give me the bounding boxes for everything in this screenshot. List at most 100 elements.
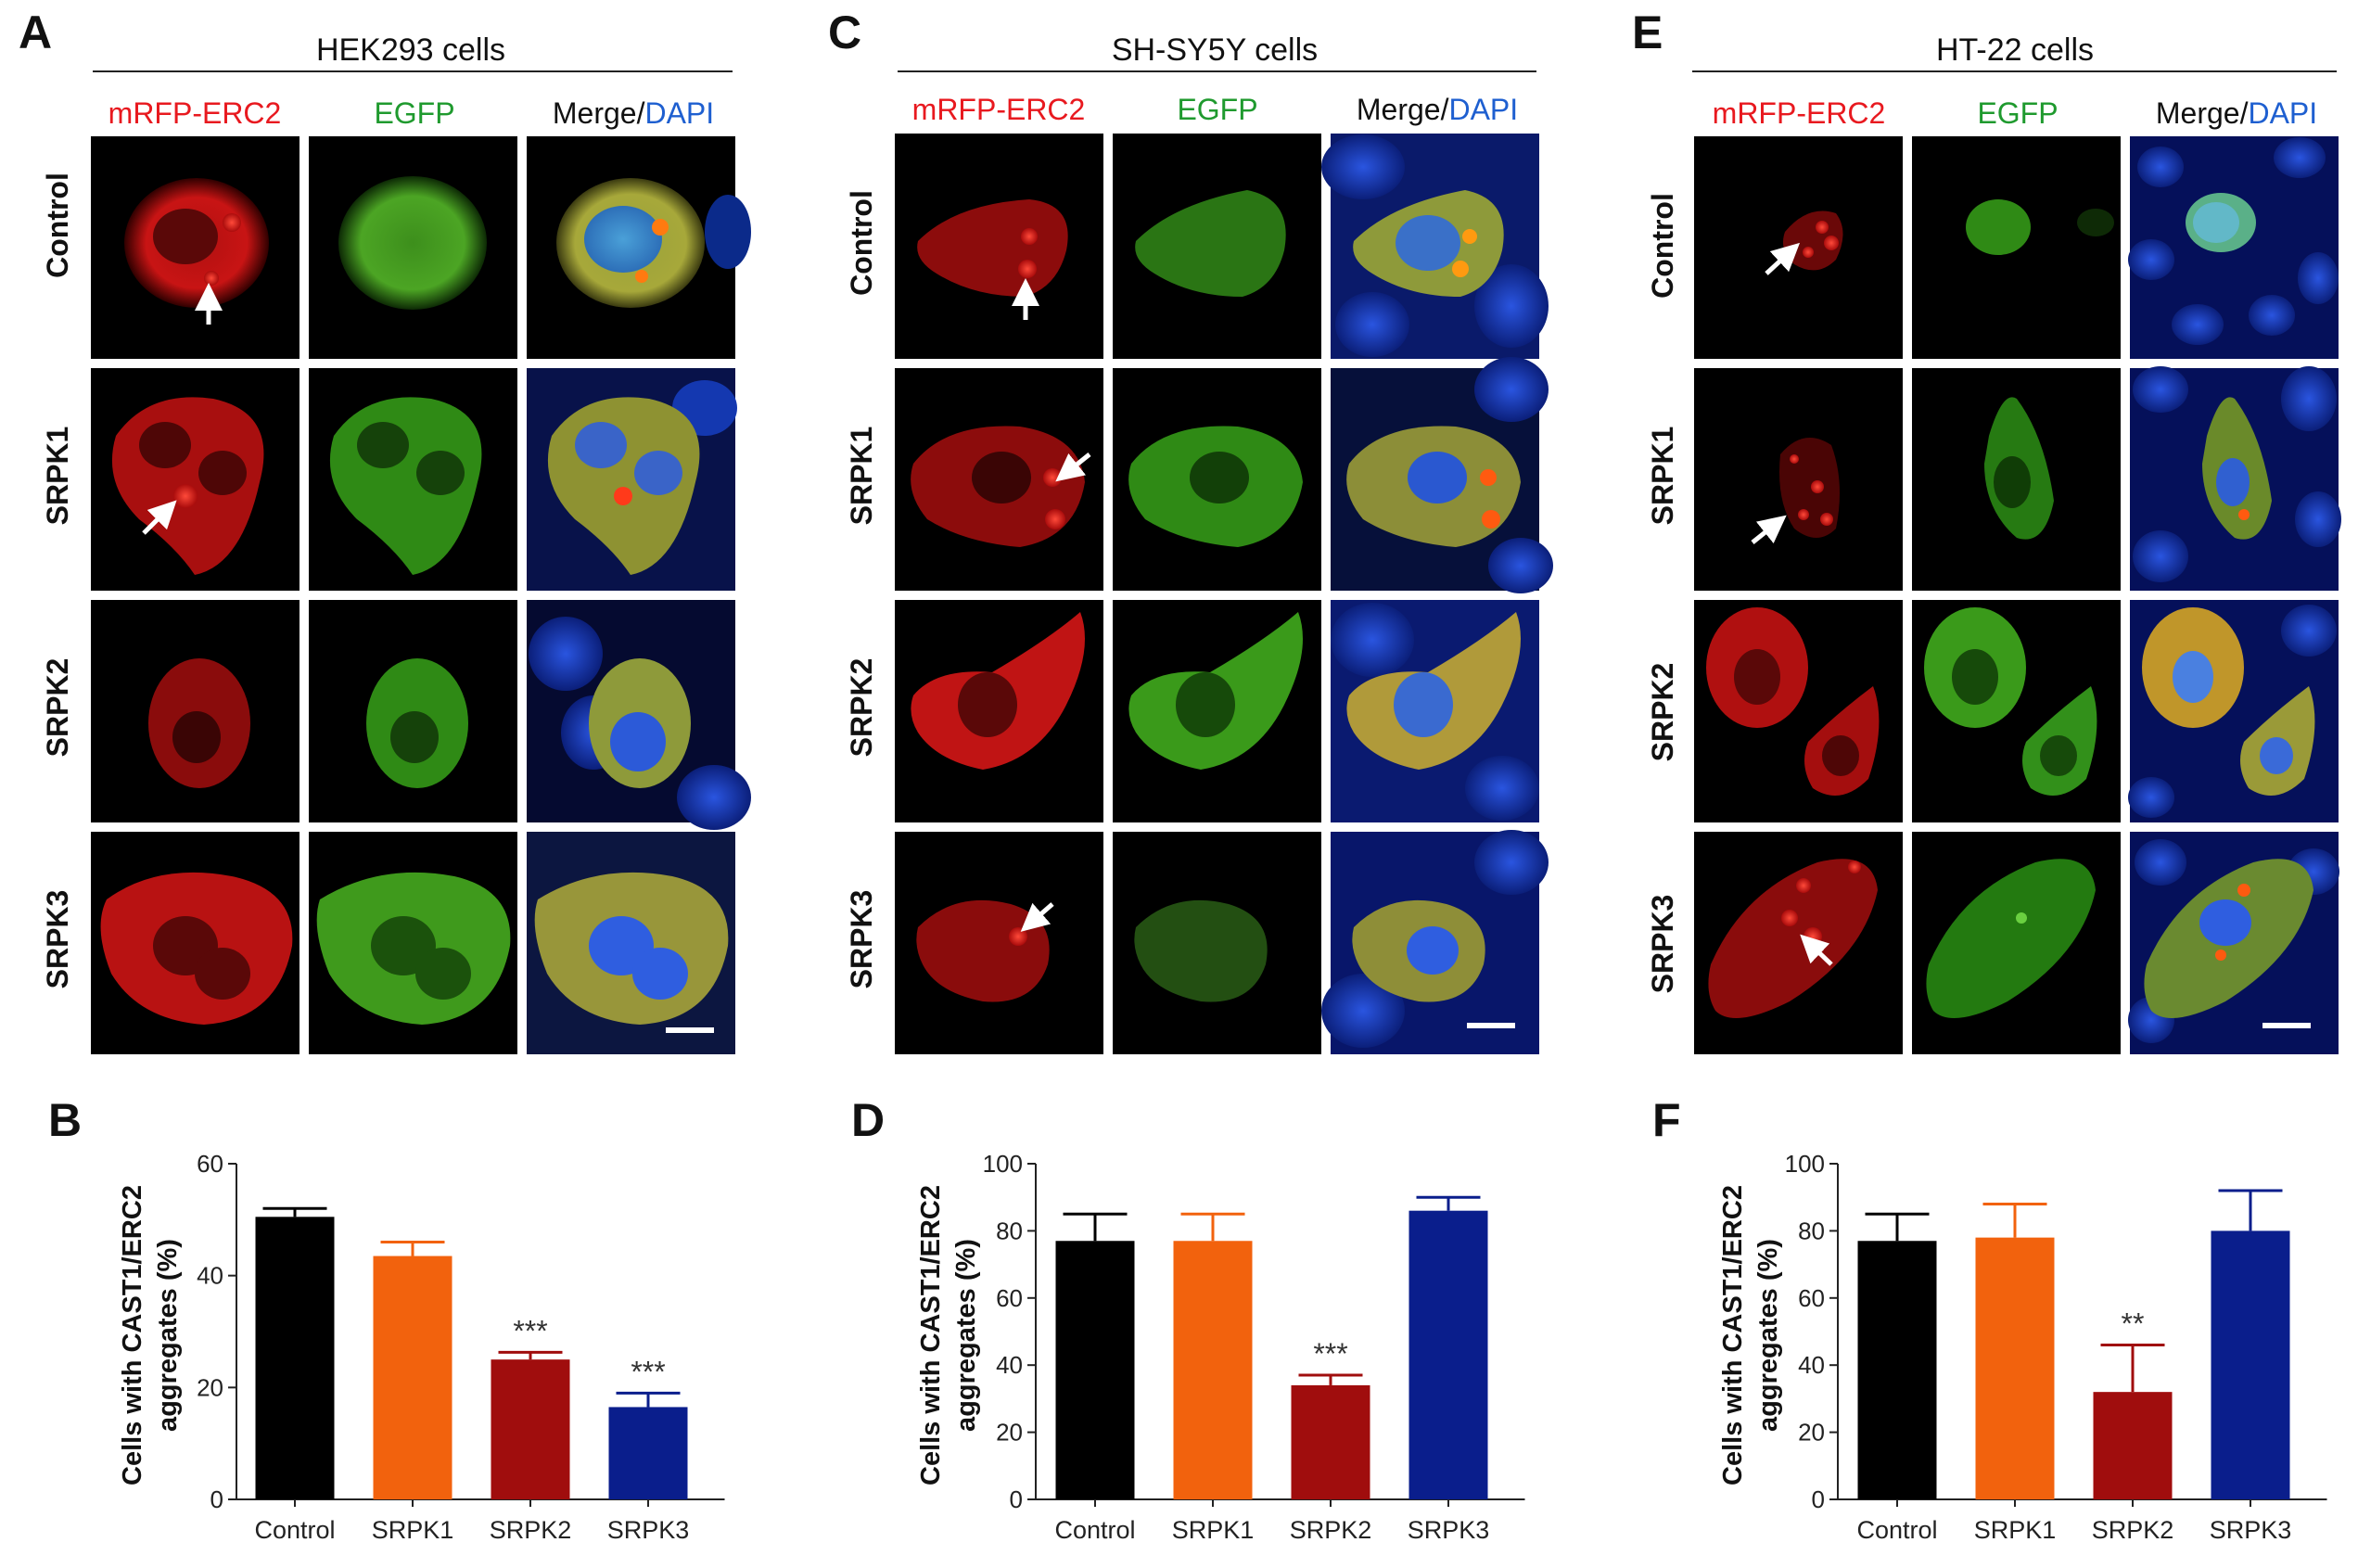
row-label-c-srpk2: SRPK2 <box>845 658 878 758</box>
y-tick-label-f: 0 <box>1812 1485 1825 1513</box>
micrograph-e-srpk3-red <box>1694 832 1903 1054</box>
micrograph-a-srpk3-red <box>91 832 300 1054</box>
y-tick-label-d: 80 <box>996 1217 1023 1244</box>
y-tick-label-f: 80 <box>1798 1217 1825 1244</box>
y-tick-label-f: 20 <box>1798 1419 1825 1447</box>
micrograph-c-srpk3-green <box>1113 832 1321 1054</box>
cell-line-title-a: HEK293 cells <box>316 32 505 68</box>
micrograph-block-a: A HEK293 cells mRFP-ERC2 EGFP Merge/DAPI… <box>19 6 751 1054</box>
row-label-c-srpk3: SRPK3 <box>845 890 878 989</box>
micrograph-c-control-green <box>1113 134 1321 359</box>
row-label-c-control: Control <box>845 190 878 296</box>
y-tick-label-f: 40 <box>1798 1351 1825 1379</box>
category-label-b: SRPK1 <box>372 1516 454 1544</box>
row-label-e-control: Control <box>1646 193 1679 299</box>
micrograph-a-control-red <box>91 136 300 359</box>
bar-f-control <box>1857 1241 1937 1499</box>
row-label-e-srpk3: SRPK3 <box>1646 895 1679 994</box>
y-tick-label-d: 20 <box>996 1419 1023 1447</box>
channel-label-merge-c: Merge/DAPI <box>1357 93 1518 126</box>
category-label-b: Control <box>254 1516 335 1544</box>
channel-label-merge-e: Merge/DAPI <box>2156 96 2317 130</box>
row-label-c-srpk1: SRPK1 <box>845 427 878 526</box>
y-tick-label-f: 60 <box>1798 1284 1825 1312</box>
micrograph-a-srpk3-merge <box>527 832 735 1054</box>
micrograph-a-srpk3-green <box>309 832 517 1054</box>
micrograph-a-control-merge <box>527 136 751 359</box>
micrograph-c-srpk1-red <box>895 368 1103 591</box>
micrograph-c-srpk2-merge <box>1331 600 1539 822</box>
cell-line-title-e: HT-22 cells <box>1936 32 2094 68</box>
channel-label-green-c: EGFP <box>1177 93 1257 126</box>
micrograph-a-srpk2-merge <box>527 600 751 830</box>
y-axis-label-line2-d: aggregates (%) <box>951 1239 981 1432</box>
scale-bar-a <box>666 1027 714 1033</box>
channel-label-red-c: mRFP-ERC2 <box>912 93 1086 126</box>
y-tick-label-b: 40 <box>197 1262 223 1290</box>
micrograph-block-e: E HT-22 cells mRFP-ERC2 EGFP Merge/DAPI … <box>1632 6 2341 1054</box>
bar-d-control <box>1055 1241 1135 1499</box>
category-label-f: SRPK3 <box>2210 1516 2292 1544</box>
micrograph-c-srpk1-merge <box>1331 357 1553 593</box>
micrograph-a-srpk2-red <box>91 600 300 822</box>
panel-letter-c: C <box>828 6 861 58</box>
micrograph-a-control-green <box>309 136 517 359</box>
y-tick-label-b: 0 <box>210 1485 223 1513</box>
category-label-d: SRPK3 <box>1408 1516 1490 1544</box>
category-label-f: Control <box>1856 1516 1937 1544</box>
micrograph-e-srpk2-red <box>1694 600 1903 822</box>
bar-f-srpk3 <box>2211 1230 2290 1499</box>
micrograph-a-srpk1-merge <box>527 368 737 591</box>
micrograph-e-srpk3-merge <box>2128 832 2339 1054</box>
bar-f-srpk1 <box>1975 1237 2055 1499</box>
category-label-b: SRPK3 <box>607 1516 690 1544</box>
category-label-f: SRPK1 <box>1974 1516 2057 1544</box>
micrograph-e-srpk1-red <box>1694 368 1903 591</box>
significance-label-d: *** <box>1313 1337 1347 1370</box>
channel-label-red-a: mRFP-ERC2 <box>108 96 282 130</box>
y-tick-label-b: 60 <box>197 1150 223 1178</box>
micrograph-e-control-green <box>1912 136 2121 359</box>
scale-bar-c <box>1467 1023 1515 1028</box>
micrograph-e-control-red <box>1694 136 1903 359</box>
category-label-d: SRPK2 <box>1290 1516 1372 1544</box>
significance-label-f: ** <box>2122 1307 2145 1340</box>
y-tick-label-f: 100 <box>1785 1150 1825 1178</box>
significance-label-b: *** <box>631 1355 665 1388</box>
channel-label-red-e: mRFP-ERC2 <box>1713 96 1886 130</box>
dapi-label-c: DAPI <box>1448 93 1518 126</box>
micrograph-e-srpk1-merge <box>2130 366 2341 591</box>
channel-label-merge-a: Merge/DAPI <box>553 96 714 130</box>
category-label-d: SRPK1 <box>1172 1516 1255 1544</box>
bar-chart-b: B Cells with CAST1/ERC2 aggregates (%) 0… <box>48 1094 725 1544</box>
micrograph-c-srpk2-green <box>1113 600 1321 822</box>
category-label-d: Control <box>1054 1516 1135 1544</box>
cell-line-title-c: SH-SY5Y cells <box>1112 32 1318 68</box>
y-axis-label-line1-d: Cells with CAST1/ERC2 <box>916 1185 946 1485</box>
y-tick-label-b: 20 <box>197 1373 223 1401</box>
bar-chart-d: D Cells with CAST1/ERC2 aggregates (%) 0… <box>851 1094 1525 1544</box>
y-axis-label-line1-b: Cells with CAST1/ERC2 <box>118 1185 147 1485</box>
bar-b-srpk3 <box>608 1407 688 1499</box>
y-axis-label-line2-b: aggregates (%) <box>153 1239 183 1432</box>
row-label-e-srpk2: SRPK2 <box>1646 663 1679 762</box>
bar-b-srpk1 <box>373 1256 452 1499</box>
dapi-label-e: DAPI <box>2248 96 2317 130</box>
micrograph-block-c: C SH-SY5Y cells mRFP-ERC2 EGFP Merge/DAP… <box>828 6 1553 1054</box>
row-label-a-srpk2: SRPK2 <box>41 658 74 758</box>
merge-label-e: Merge/ <box>2156 96 2249 130</box>
micrograph-e-srpk2-merge <box>2128 600 2339 822</box>
y-tick-label-d: 0 <box>1010 1485 1023 1513</box>
panel-letter-a: A <box>19 6 52 58</box>
micrograph-c-control-red <box>895 134 1103 359</box>
bar-b-srpk2 <box>491 1359 570 1499</box>
bar-b-control <box>255 1217 335 1499</box>
y-axis-label-line1-f: Cells with CAST1/ERC2 <box>1718 1185 1748 1485</box>
row-label-a-srpk1: SRPK1 <box>41 427 74 526</box>
micrograph-a-srpk1-red <box>91 368 300 591</box>
bar-d-srpk3 <box>1408 1210 1488 1499</box>
channel-label-green-e: EGFP <box>1977 96 2058 130</box>
panel-letter-f: F <box>1652 1094 1681 1146</box>
bar-d-srpk1 <box>1173 1241 1253 1499</box>
